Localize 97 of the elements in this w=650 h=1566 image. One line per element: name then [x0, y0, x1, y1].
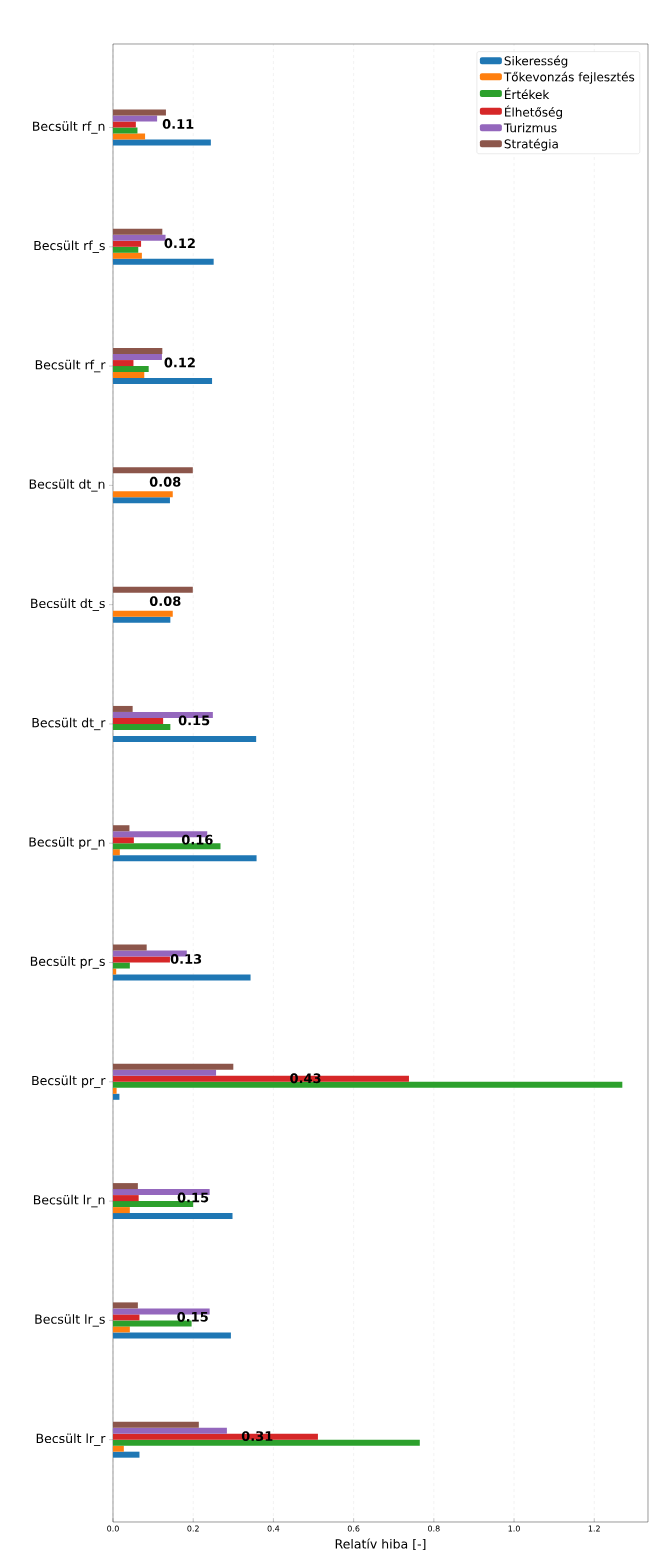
annotation: 0.12: [164, 357, 195, 368]
bar: [113, 1201, 194, 1208]
legend-label: Sikeresség: [504, 55, 568, 68]
bar: [113, 968, 117, 975]
legend-label: Turizmus: [503, 123, 557, 133]
bar: [113, 1183, 138, 1190]
bar: [113, 240, 142, 247]
y-tick-label: Becsült pr_n: [29, 837, 105, 850]
legend-label: Stratégia: [504, 138, 558, 151]
bar: [113, 723, 171, 730]
bar: [113, 115, 158, 122]
annotation: 0.11: [162, 119, 194, 129]
bar: [113, 1213, 233, 1220]
bar: [113, 837, 134, 844]
y-tick-label: Becsült lr_s: [35, 1314, 105, 1327]
bar: [113, 855, 257, 862]
annotation: 0.08: [149, 476, 181, 487]
bar: [113, 944, 147, 951]
y-tick-label: Becsült pr_r: [32, 1075, 106, 1089]
bar: [113, 252, 142, 259]
x-tick-label: 0.2: [187, 1525, 199, 1532]
bar: [113, 735, 257, 742]
bar: [113, 1433, 318, 1440]
x-tick-label: 0.8: [428, 1525, 440, 1532]
bar: [113, 1332, 231, 1339]
bar: [113, 1320, 192, 1327]
bar: [113, 1063, 234, 1070]
annotation: 0.31: [241, 1431, 273, 1442]
bar: [113, 1075, 409, 1082]
annotation: 0.15: [178, 715, 210, 726]
bar: [113, 1421, 199, 1428]
bar: [113, 616, 171, 623]
legend-label: Tőkevonzás fejlesztés: [503, 71, 635, 84]
bar: [113, 1207, 130, 1214]
bar: [113, 1093, 120, 1100]
annotation: 0.16: [181, 834, 213, 845]
bar: [113, 843, 221, 850]
bar: [113, 1439, 420, 1446]
annotation: 0.43: [290, 1073, 321, 1084]
bar: [113, 849, 120, 856]
bar: [113, 610, 173, 617]
bar: [113, 258, 214, 265]
y-tick-label: Becsült pr_s: [30, 956, 105, 969]
bar: [113, 1195, 139, 1202]
bar: [113, 705, 133, 712]
bar: [113, 378, 213, 385]
bar: [113, 491, 173, 498]
bar: [113, 133, 146, 140]
y-tick-label: Becsült rf_s: [34, 240, 105, 254]
bar: [113, 717, 164, 724]
bar: [113, 234, 166, 241]
legend-label: Értékek: [505, 87, 550, 100]
bar: [113, 1427, 227, 1434]
bar: [113, 825, 130, 832]
bar: [113, 246, 139, 253]
bar: [113, 139, 211, 146]
bar: [113, 1087, 117, 1094]
y-tick-label: Becsült dt_n: [29, 479, 105, 492]
bar: [113, 1314, 140, 1321]
bar: [113, 121, 136, 128]
x-tick-label: 0.4: [267, 1525, 280, 1532]
bar: [113, 372, 145, 379]
x-tick-label: 0.6: [347, 1525, 360, 1532]
bar: [113, 366, 149, 373]
bar: [113, 586, 193, 593]
annotation: 0.08: [149, 596, 181, 606]
annotation: 0.12: [164, 238, 195, 249]
x-tick-label: 1.0: [508, 1525, 520, 1532]
x-tick-label: 0.0: [107, 1525, 119, 1532]
x-axis-title: Relatív hiba [-]: [335, 1538, 426, 1551]
bar: [113, 1445, 124, 1452]
bar: [113, 497, 170, 504]
y-tick-label: Becsült rf_r: [35, 359, 106, 373]
bar: [113, 1302, 138, 1309]
y-tick-label: Becsült dt_r: [32, 717, 106, 731]
bar: [113, 1069, 217, 1076]
bar: [113, 467, 193, 474]
bar: [113, 354, 162, 361]
annotation: 0.15: [177, 1311, 208, 1322]
bar: [113, 1451, 140, 1458]
y-tick-label: Becsült rf_n: [33, 121, 105, 134]
bar: [113, 348, 163, 355]
bar: [113, 127, 138, 134]
annotation: 0.15: [177, 1192, 209, 1203]
y-tick-label: Becsült lr_n: [33, 1194, 105, 1208]
bar: [113, 1326, 130, 1333]
bar: [113, 962, 130, 969]
y-tick-label: Becsült lr_r: [36, 1433, 106, 1446]
bar: [113, 109, 166, 116]
annotation: 0.13: [170, 954, 202, 964]
y-tick-label: Becsült dt_s: [31, 598, 105, 611]
bar: [113, 956, 170, 963]
bar: [113, 974, 251, 981]
legend-label: Élhetőség: [505, 105, 562, 120]
x-tick-label: 1.2: [588, 1525, 600, 1532]
bar: [113, 360, 134, 367]
bar: [113, 228, 163, 235]
